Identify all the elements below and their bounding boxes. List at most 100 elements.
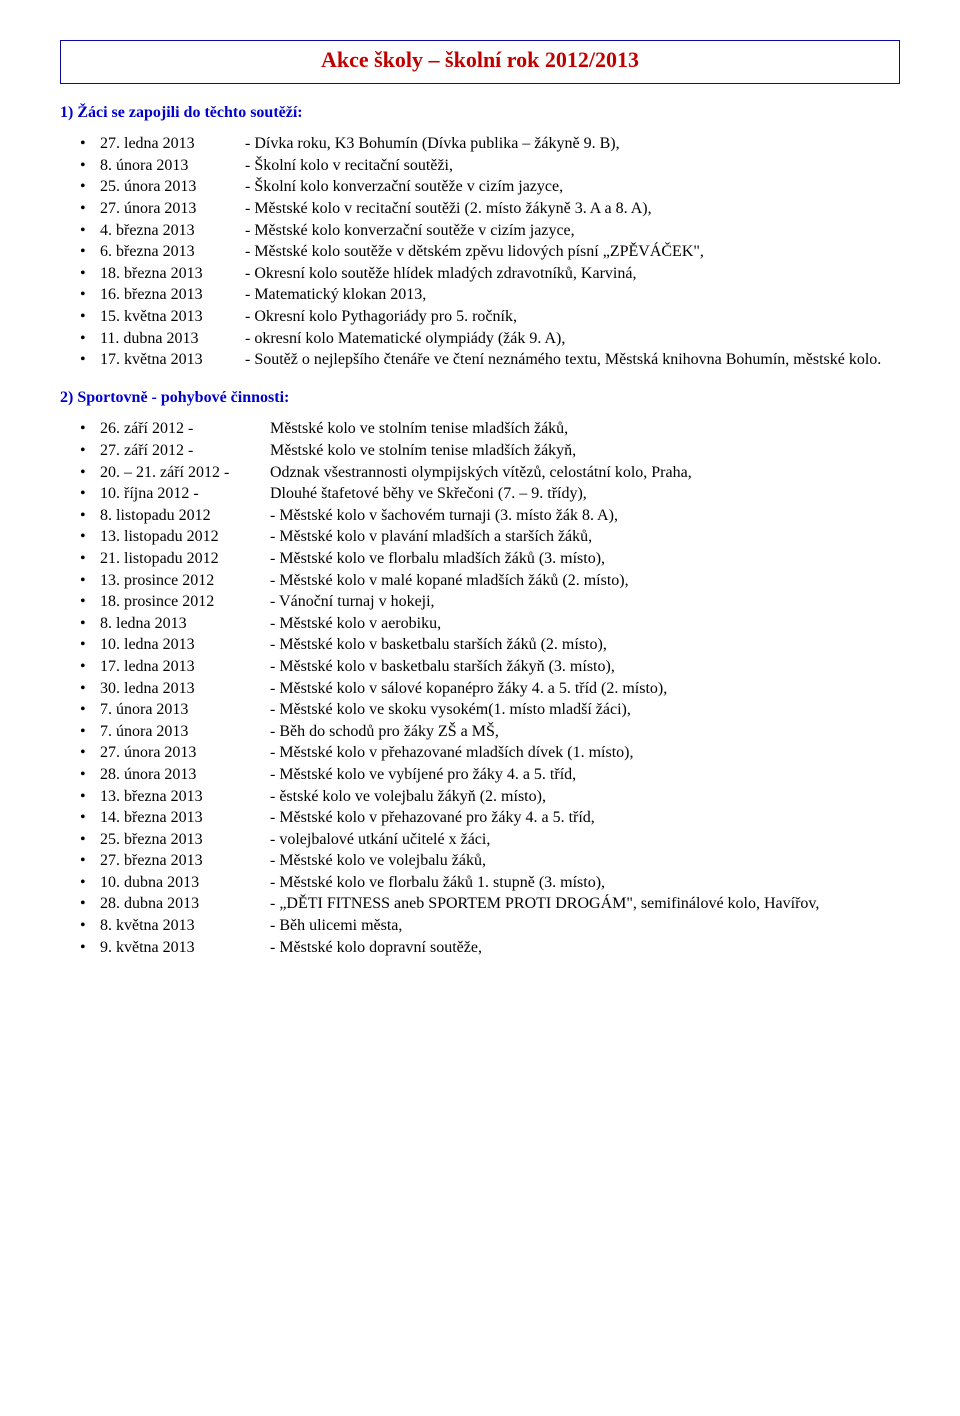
item-date: 18. března 2013 <box>100 263 245 285</box>
item-date: 26. září 2012 - <box>100 418 270 440</box>
item-date: 9. května 2013 <box>100 937 270 959</box>
item-date: 10. dubna 2013 <box>100 872 270 894</box>
item-date: 13. prosince 2012 <box>100 570 270 592</box>
item-desc: - Městské kolo v přehazované pro žáky 4.… <box>270 807 595 829</box>
item-date: 27. září 2012 - <box>100 440 270 462</box>
item-date: 18. prosince 2012 <box>100 591 270 613</box>
list-item: 13. prosince 2012- Městské kolo v malé k… <box>100 570 900 592</box>
list-item: 9. května 2013- Městské kolo dopravní so… <box>100 937 900 959</box>
list-item: 6. března 2013- Městské kolo soutěže v d… <box>100 241 900 263</box>
section2-heading: 2) Sportovně - pohybové činnosti: <box>60 387 900 409</box>
list-item: 27. září 2012 -Městské kolo ve stolním t… <box>100 440 900 462</box>
item-date: 14. března 2013 <box>100 807 270 829</box>
item-date: 10. října 2012 - <box>100 483 270 505</box>
list-item: 25. března 2013- volejbalové utkání učit… <box>100 829 900 851</box>
item-date: 10. ledna 2013 <box>100 634 270 656</box>
item-date: 8. února 2013 <box>100 155 245 177</box>
section2-list: 26. září 2012 -Městské kolo ve stolním t… <box>60 418 900 958</box>
item-desc: - okresní kolo Matematické olympiády (žá… <box>245 328 565 350</box>
list-item: 13. března 2013- ěstské kolo ve volejbal… <box>100 786 900 808</box>
list-item: 11. dubna 2013- okresní kolo Matematické… <box>100 328 900 350</box>
list-item: 28. února 2013- Městské kolo ve vybíjené… <box>100 764 900 786</box>
item-desc: - Městské kolo ve volejbalu žáků, <box>270 850 486 872</box>
item-date: 16. března 2013 <box>100 284 245 306</box>
list-item: 8. listopadu 2012- Městské kolo v šachov… <box>100 505 900 527</box>
list-item: 21. listopadu 2012- Městské kolo ve flor… <box>100 548 900 570</box>
item-desc: Městské kolo ve stolním tenise mladších … <box>270 418 568 440</box>
item-date: 30. ledna 2013 <box>100 678 270 700</box>
item-date: 27. ledna 2013 <box>100 133 245 155</box>
item-date: 17. května 2013 <box>100 349 245 371</box>
item-date: 11. dubna 2013 <box>100 328 245 350</box>
list-item: 17. ledna 2013- Městské kolo v basketbal… <box>100 656 900 678</box>
list-item: 27. února 2013- Městské kolo v recitační… <box>100 198 900 220</box>
title-box: Akce školy – školní rok 2012/2013 <box>60 40 900 84</box>
item-date: 27. února 2013 <box>100 198 245 220</box>
item-desc: - Matematický klokan 2013, <box>245 284 426 306</box>
item-date: 28. dubna 2013 <box>100 893 270 915</box>
list-item: 27. ledna 2013- Dívka roku, K3 Bohumín (… <box>100 133 900 155</box>
item-desc: - Městské kolo ve skoku vysokém(1. místo… <box>270 699 631 721</box>
item-date: 17. ledna 2013 <box>100 656 270 678</box>
item-desc: - Městské kolo v šachovém turnaji (3. mí… <box>270 505 618 527</box>
list-item: 30. ledna 2013- Městské kolo v sálové ko… <box>100 678 900 700</box>
item-desc: - Městské kolo ve florbalu mladších žáků… <box>270 548 605 570</box>
item-date: 8. května 2013 <box>100 915 270 937</box>
list-item: 14. března 2013- Městské kolo v přehazov… <box>100 807 900 829</box>
item-desc: - Běh ulicemi města, <box>270 915 402 937</box>
item-desc: - Městské kolo v aerobiku, <box>270 613 441 635</box>
list-item: 15. května 2013- Okresní kolo Pythagoriá… <box>100 306 900 328</box>
item-date: 27. března 2013 <box>100 850 270 872</box>
item-desc: - Dívka roku, K3 Bohumín (Dívka publika … <box>245 133 620 155</box>
list-item: 26. září 2012 -Městské kolo ve stolním t… <box>100 418 900 440</box>
item-date: 15. května 2013 <box>100 306 245 328</box>
item-desc: - Okresní kolo Pythagoriády pro 5. roční… <box>245 306 517 328</box>
item-date: 7. února 2013 <box>100 721 270 743</box>
list-item: 16. března 2013- Matematický klokan 2013… <box>100 284 900 306</box>
item-date: 28. února 2013 <box>100 764 270 786</box>
item-date: 13. listopadu 2012 <box>100 526 270 548</box>
section1-heading: 1) Žáci se zapojili do těchto soutěží: <box>60 102 900 124</box>
item-desc: - Městské kolo v sálové kopanépro žáky 4… <box>270 678 667 700</box>
item-date: 25. února 2013 <box>100 176 245 198</box>
list-item: 8. května 2013- Běh ulicemi města, <box>100 915 900 937</box>
item-desc: - Městské kolo v recitační soutěži (2. m… <box>245 198 652 220</box>
list-item: 8. února 2013- Školní kolo v recitační s… <box>100 155 900 177</box>
item-date: 21. listopadu 2012 <box>100 548 270 570</box>
list-item: 13. listopadu 2012- Městské kolo v plavá… <box>100 526 900 548</box>
item-date: 27. února 2013 <box>100 742 270 764</box>
list-item: 28. dubna 2013- „DĚTI FITNESS aneb SPORT… <box>100 893 900 915</box>
item-date: 8. ledna 2013 <box>100 613 270 635</box>
item-desc: - Městské kolo v basketbalu starších žák… <box>270 634 607 656</box>
item-desc: - Vánoční turnaj v hokeji, <box>270 591 435 613</box>
list-item: 17. května 2013- Soutěž o nejlepšího čte… <box>100 349 900 371</box>
item-desc: - Školní kolo v recitační soutěži, <box>245 155 453 177</box>
section1-list: 27. ledna 2013- Dívka roku, K3 Bohumín (… <box>60 133 900 371</box>
list-item: 25. února 2013- Školní kolo konverzační … <box>100 176 900 198</box>
list-item: 20. – 21. září 2012 -Odznak všestrannost… <box>100 462 900 484</box>
item-desc: - Školní kolo konverzační soutěže v cizí… <box>245 176 563 198</box>
item-date: 6. března 2013 <box>100 241 245 263</box>
item-desc: - ěstské kolo ve volejbalu žákyň (2. mís… <box>270 786 546 808</box>
item-date: 25. března 2013 <box>100 829 270 851</box>
item-desc: - Městské kolo ve florbalu žáků 1. stupn… <box>270 872 605 894</box>
item-desc: - Městské kolo soutěže v dětském zpěvu l… <box>245 241 704 263</box>
list-item: 10. ledna 2013- Městské kolo v basketbal… <box>100 634 900 656</box>
item-desc: - Soutěž o nejlepšího čtenáře ve čtení n… <box>245 349 881 371</box>
list-item: 4. března 2013- Městské kolo konverzační… <box>100 220 900 242</box>
list-item: 27. února 2013- Městské kolo v přehazova… <box>100 742 900 764</box>
list-item: 8. ledna 2013- Městské kolo v aerobiku, <box>100 613 900 635</box>
item-date: 13. března 2013 <box>100 786 270 808</box>
item-desc: - Městské kolo konverzační soutěže v ciz… <box>245 220 575 242</box>
item-desc: - Městské kolo dopravní soutěže, <box>270 937 482 959</box>
item-desc: - „DĚTI FITNESS aneb SPORTEM PROTI DROGÁ… <box>270 893 819 915</box>
item-desc: Odznak všestrannosti olympijských vítězů… <box>270 462 692 484</box>
item-desc: - Městské kolo v přehazované mladších dí… <box>270 742 633 764</box>
item-date: 20. – 21. září 2012 - <box>100 462 270 484</box>
item-date: 4. března 2013 <box>100 220 245 242</box>
item-desc: Dlouhé štafetové běhy ve Skřečoni (7. – … <box>270 483 587 505</box>
item-desc: - Městské kolo v basketbalu starších žák… <box>270 656 615 678</box>
item-desc: - Okresní kolo soutěže hlídek mladých zd… <box>245 263 636 285</box>
list-item: 10. října 2012 -Dlouhé štafetové běhy ve… <box>100 483 900 505</box>
item-desc: Městské kolo ve stolním tenise mladších … <box>270 440 576 462</box>
